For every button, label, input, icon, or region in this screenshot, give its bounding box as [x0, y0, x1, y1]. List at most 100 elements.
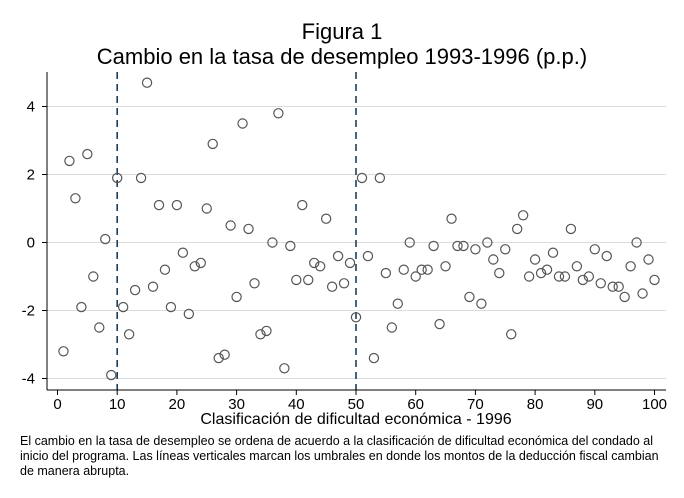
- data-point: [619, 291, 630, 303]
- x-tick-label: 70: [467, 396, 484, 413]
- data-point: [416, 264, 427, 275]
- data-point: [464, 291, 475, 303]
- x-tick-label: 90: [586, 396, 603, 413]
- data-point: [100, 233, 111, 245]
- data-point: [94, 322, 105, 333]
- data-point: [237, 118, 248, 129]
- data-point: [153, 199, 165, 211]
- data-point: [559, 271, 571, 282]
- x-tick-label: 10: [109, 396, 126, 413]
- y-tick-label: -2: [22, 303, 35, 320]
- data-point: [177, 247, 189, 258]
- data-point: [64, 155, 75, 167]
- data-point: [410, 271, 421, 282]
- data-point: [344, 257, 356, 269]
- data-point: [309, 257, 320, 269]
- data-point: [314, 261, 326, 272]
- data-point: [195, 257, 206, 269]
- data-point: [303, 274, 314, 286]
- data-point: [422, 264, 433, 275]
- y-tick-label: -4: [22, 371, 35, 388]
- figure-caption: El cambio en la tasa de desempleo se ord…: [20, 434, 659, 478]
- data-point: [285, 240, 296, 252]
- data-point: [356, 172, 368, 184]
- data-point: [135, 172, 147, 184]
- data-point: [123, 329, 135, 340]
- data-point: [368, 352, 380, 364]
- data-point: [249, 278, 260, 289]
- data-point: [392, 298, 403, 309]
- data-point: [529, 254, 541, 265]
- data-point: [273, 108, 284, 119]
- x-tick-label: 80: [527, 396, 544, 413]
- data-point: [607, 281, 618, 292]
- data-point: [338, 278, 350, 289]
- data-point: [637, 288, 648, 299]
- data-points: [58, 77, 660, 381]
- data-point: [231, 291, 242, 303]
- data-point: [267, 237, 278, 248]
- threshold-lines: [116, 72, 357, 390]
- data-point: [141, 77, 153, 88]
- data-point: [404, 237, 415, 248]
- data-point: [398, 264, 409, 275]
- data-point: [482, 237, 493, 248]
- data-point: [613, 281, 624, 292]
- data-point: [500, 244, 511, 255]
- y-tick-label: 0: [27, 235, 35, 252]
- data-point: [446, 213, 457, 224]
- data-point: [207, 138, 218, 150]
- x-axis-label: Clasificación de dificultad económica - …: [200, 411, 512, 428]
- data-point: [183, 308, 195, 320]
- data-point: [434, 318, 445, 330]
- data-point: [147, 281, 159, 292]
- axes: [42, 72, 666, 395]
- data-point: [243, 223, 254, 235]
- data-point: [523, 271, 535, 282]
- data-point: [219, 349, 230, 360]
- data-point: [511, 223, 523, 235]
- y-tick-label: 2: [27, 167, 35, 184]
- data-point: [547, 247, 559, 258]
- data-point: [494, 267, 505, 279]
- data-point: [649, 274, 660, 286]
- data-point: [350, 312, 362, 323]
- data-point: [171, 199, 183, 211]
- data-point: [541, 264, 553, 275]
- data-point: [82, 148, 93, 160]
- data-point: [111, 172, 123, 184]
- data-point: [643, 254, 654, 265]
- x-tick-label: 60: [407, 396, 424, 413]
- data-point: [386, 322, 398, 333]
- data-point: [553, 271, 565, 282]
- data-point: [589, 244, 601, 255]
- x-tick-label: 100: [642, 396, 667, 413]
- data-point: [58, 346, 69, 357]
- data-point: [458, 240, 469, 252]
- data-point: [535, 267, 547, 279]
- data-point: [362, 250, 374, 262]
- data-point: [470, 244, 481, 255]
- data-point: [583, 271, 595, 282]
- chart-title-line1: Figura 1: [301, 19, 383, 44]
- data-point: [452, 240, 463, 252]
- data-point: [201, 203, 212, 214]
- data-point: [374, 172, 386, 184]
- data-point: [225, 220, 236, 231]
- data-point: [320, 213, 332, 224]
- data-point: [76, 301, 87, 313]
- chart-title-line2: Cambio en la tasa de desempleo 1993-1996…: [96, 44, 588, 69]
- data-point: [165, 301, 177, 313]
- data-point: [595, 278, 606, 289]
- data-point: [631, 237, 642, 248]
- data-point: [517, 210, 529, 221]
- y-tick-label: 4: [27, 99, 35, 116]
- data-point: [380, 267, 392, 279]
- x-tick-label: 50: [348, 396, 365, 413]
- data-point: [261, 325, 272, 337]
- data-point: [601, 250, 612, 262]
- data-point: [279, 363, 290, 374]
- data-point: [571, 261, 583, 272]
